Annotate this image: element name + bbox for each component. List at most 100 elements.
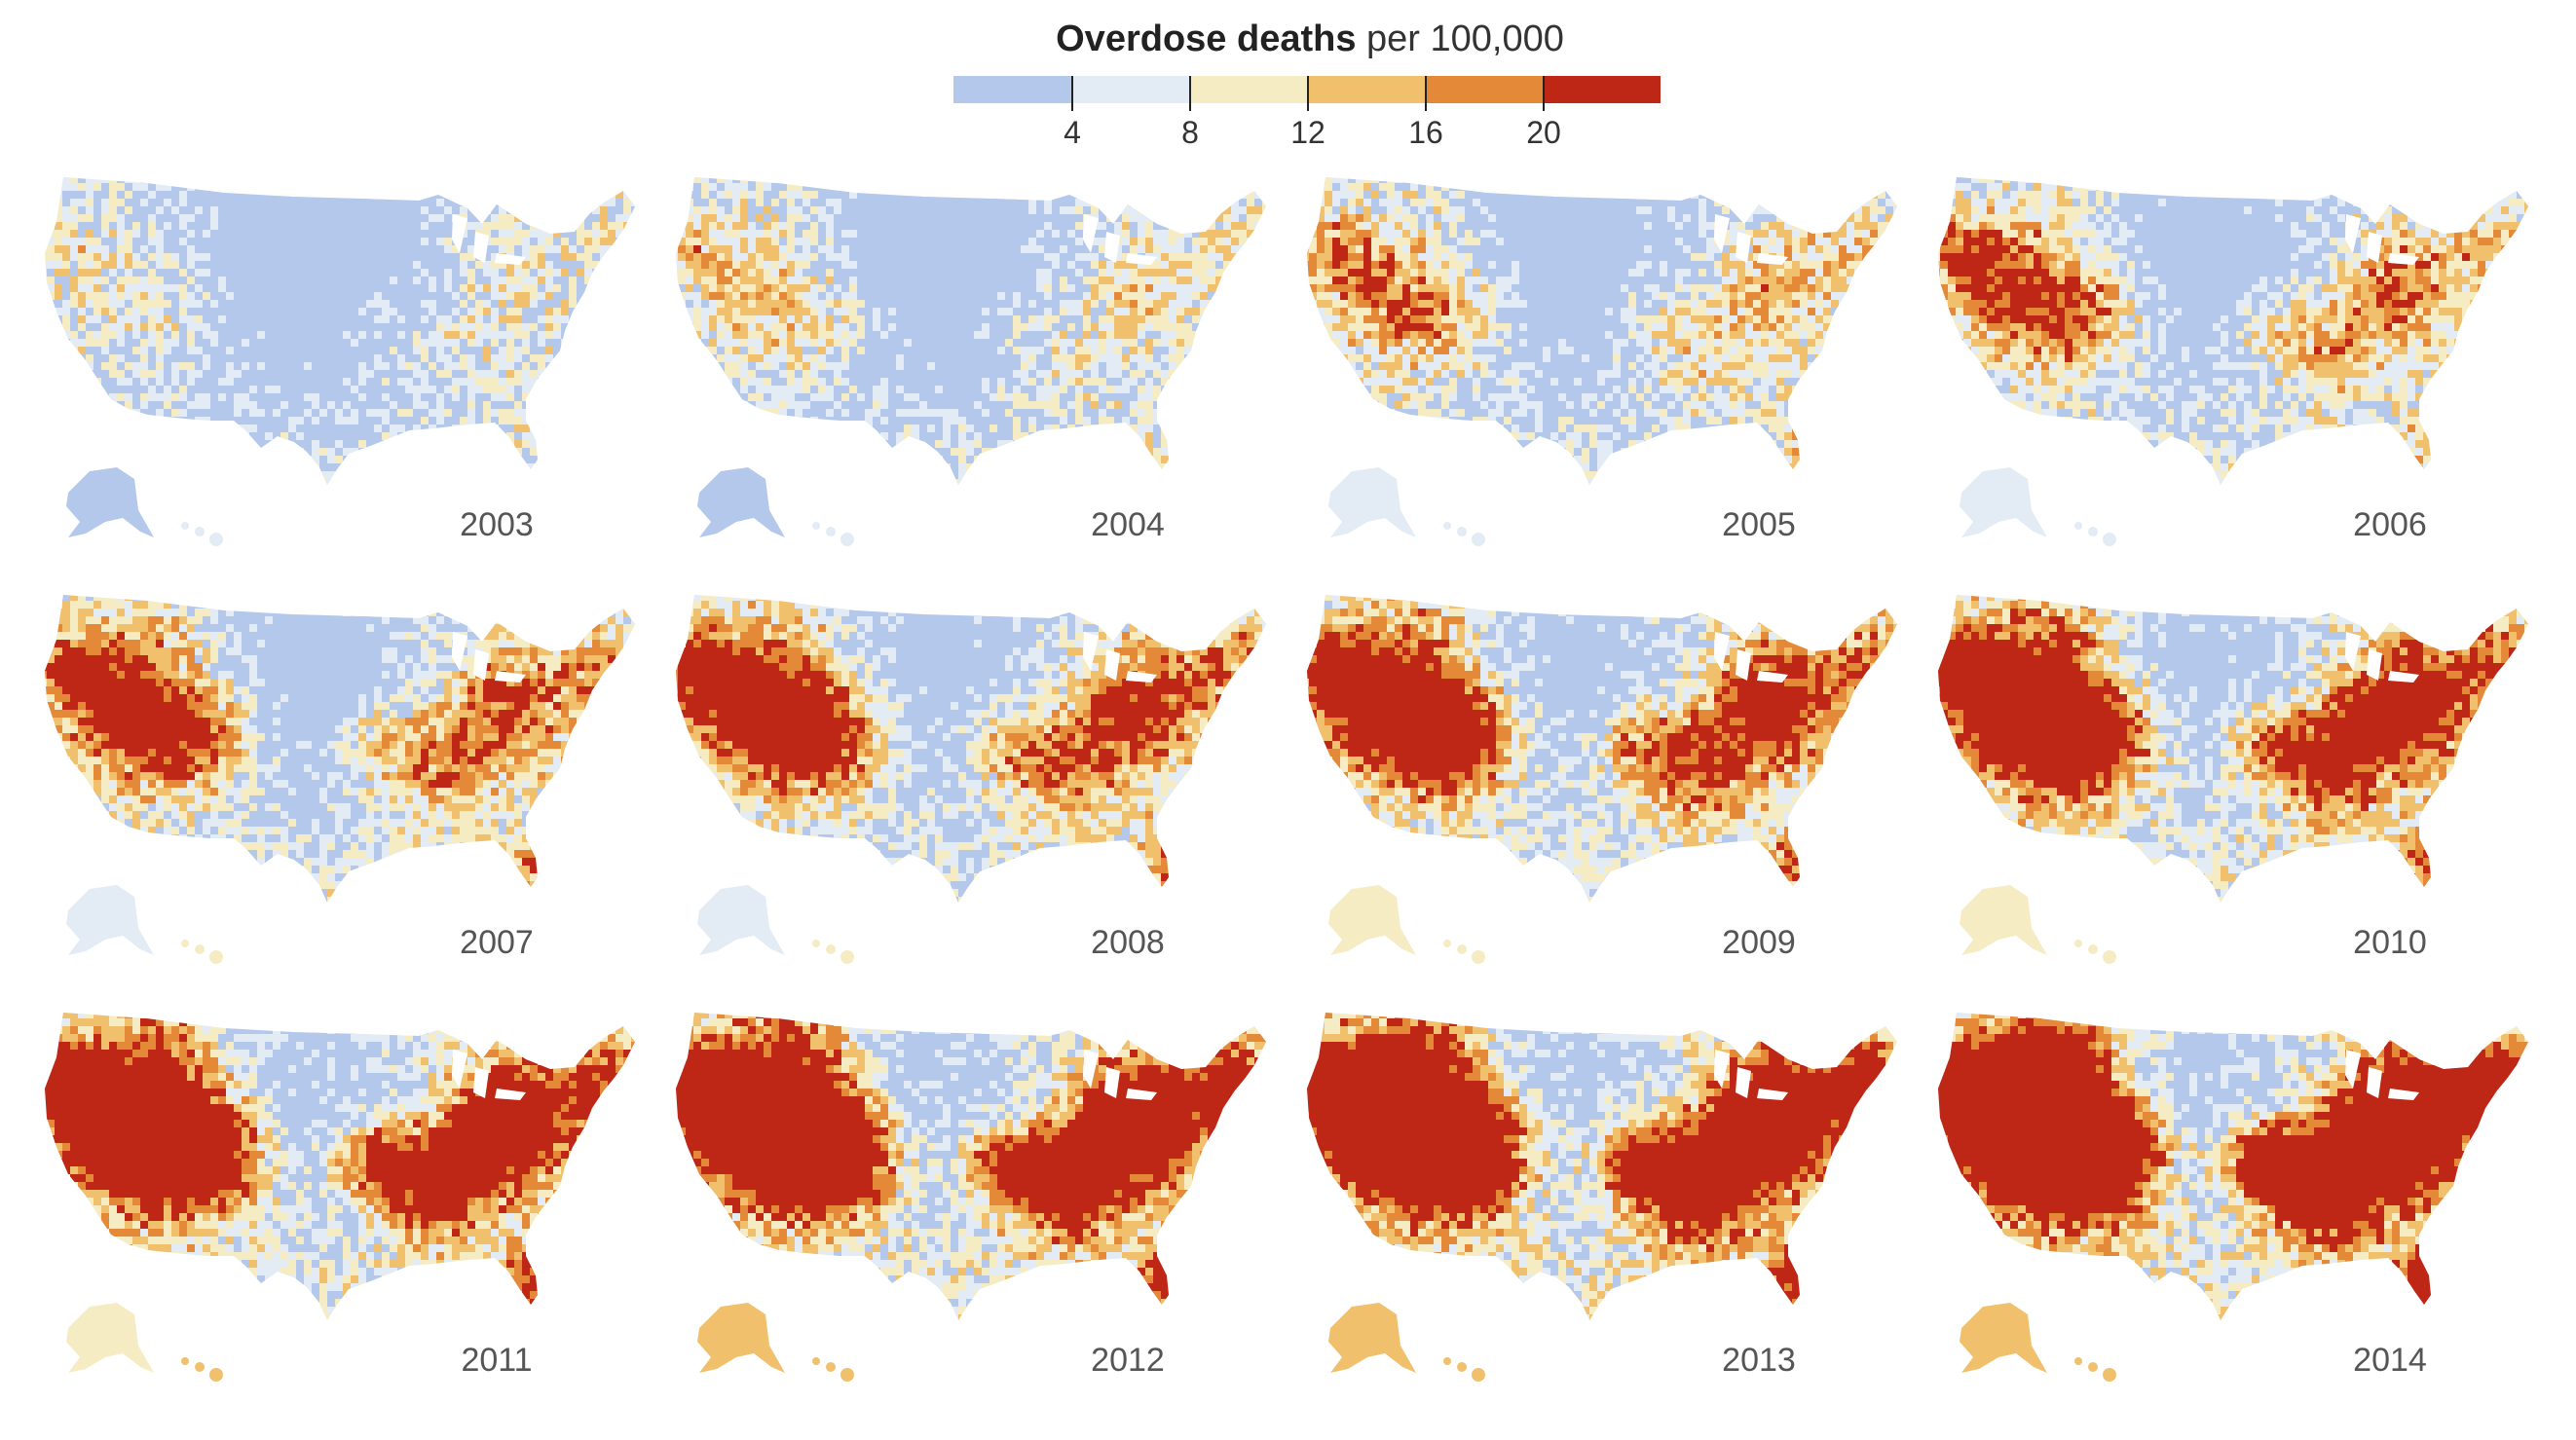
county-cell	[865, 199, 874, 207]
county-cell	[1138, 238, 1146, 246]
county-cell	[187, 206, 196, 215]
county-cell	[374, 409, 383, 418]
county-cell	[873, 206, 881, 215]
county-cell	[927, 323, 936, 332]
county-cell	[725, 199, 733, 207]
county-cell	[600, 362, 609, 371]
county-cell	[304, 417, 313, 425]
county-cell	[62, 230, 71, 239]
county-cell	[218, 183, 227, 192]
county-cell	[1052, 339, 1061, 348]
county-cell	[966, 183, 975, 192]
county-cell	[156, 440, 165, 449]
county-cell	[499, 323, 507, 332]
county-cell	[203, 425, 211, 433]
county-cell	[1215, 183, 1224, 192]
county-cell	[203, 292, 211, 301]
county-cell	[101, 222, 110, 231]
county-cell	[483, 331, 492, 340]
county-cell	[1254, 214, 1263, 223]
county-cell	[678, 300, 687, 309]
county-cell	[1239, 199, 1248, 207]
county-cell	[249, 177, 258, 184]
county-cell	[584, 214, 593, 223]
county-cell	[693, 199, 702, 207]
county-cell	[327, 269, 336, 277]
county-cell	[1013, 331, 1022, 340]
county-cell	[989, 206, 998, 215]
county-cell	[771, 347, 780, 355]
county-cell	[164, 315, 172, 324]
county-cell	[93, 378, 102, 387]
county-cell	[195, 386, 204, 394]
county-cell	[429, 425, 437, 433]
county-cell	[117, 214, 126, 223]
county-cell	[210, 440, 219, 449]
county-cell	[132, 393, 141, 402]
county-cell	[93, 386, 102, 394]
county-cell	[584, 261, 593, 270]
county-cell	[343, 362, 352, 371]
county-cell	[390, 261, 398, 270]
county-cell	[538, 339, 546, 348]
county-cell	[974, 183, 983, 192]
county-cell	[187, 432, 196, 441]
county-cell	[1130, 206, 1139, 215]
county-cell	[273, 378, 281, 387]
county-cell	[499, 238, 507, 246]
county-cell	[514, 245, 523, 254]
county-cell	[1247, 230, 1255, 239]
county-cell	[584, 238, 593, 246]
county-cell	[1122, 323, 1131, 332]
county-cell	[1044, 261, 1053, 270]
county-cell	[1114, 277, 1123, 285]
county-cell	[93, 331, 102, 340]
county-cell	[600, 277, 609, 285]
county-cell	[45, 191, 48, 200]
county-cell	[1184, 199, 1193, 207]
county-cell	[374, 230, 383, 239]
county-cell	[569, 362, 578, 371]
county-cell	[405, 261, 414, 270]
county-cell	[203, 277, 211, 285]
county-cell	[86, 323, 94, 332]
county-cell	[608, 222, 616, 231]
county-cell	[569, 370, 578, 379]
county-cell	[732, 230, 741, 239]
county-cell	[55, 277, 63, 285]
county-cell	[195, 378, 204, 387]
county-cell	[1169, 269, 1177, 277]
county-cell	[483, 245, 492, 254]
county-cell	[810, 269, 819, 277]
county-cell	[257, 323, 266, 332]
county-cell	[436, 245, 445, 254]
county-cell	[242, 292, 250, 301]
county-cell	[1192, 292, 1201, 301]
county-cell	[569, 425, 578, 433]
county-cell	[880, 315, 889, 324]
county-cell	[366, 393, 375, 402]
county-cell	[919, 354, 928, 363]
county-cell	[452, 409, 461, 418]
county-cell	[171, 456, 180, 464]
county-cell	[117, 323, 126, 332]
county-cell	[1060, 331, 1068, 340]
county-cell	[304, 463, 313, 472]
county-cell	[1215, 308, 1224, 316]
county-cell	[1005, 347, 1014, 355]
county-cell	[467, 183, 476, 192]
county-cell	[366, 222, 375, 231]
county-cell	[561, 230, 570, 239]
county-cell	[444, 300, 453, 309]
county-cell	[676, 214, 679, 223]
county-cell	[631, 284, 635, 293]
county-cell	[927, 191, 936, 200]
county-cell	[1247, 206, 1255, 215]
county-cell	[351, 479, 359, 485]
county-cell	[319, 347, 328, 355]
county-cell	[101, 308, 110, 316]
county-cell	[366, 432, 375, 441]
county-cell	[951, 183, 959, 192]
county-cell	[623, 199, 632, 207]
county-cell	[810, 347, 819, 355]
